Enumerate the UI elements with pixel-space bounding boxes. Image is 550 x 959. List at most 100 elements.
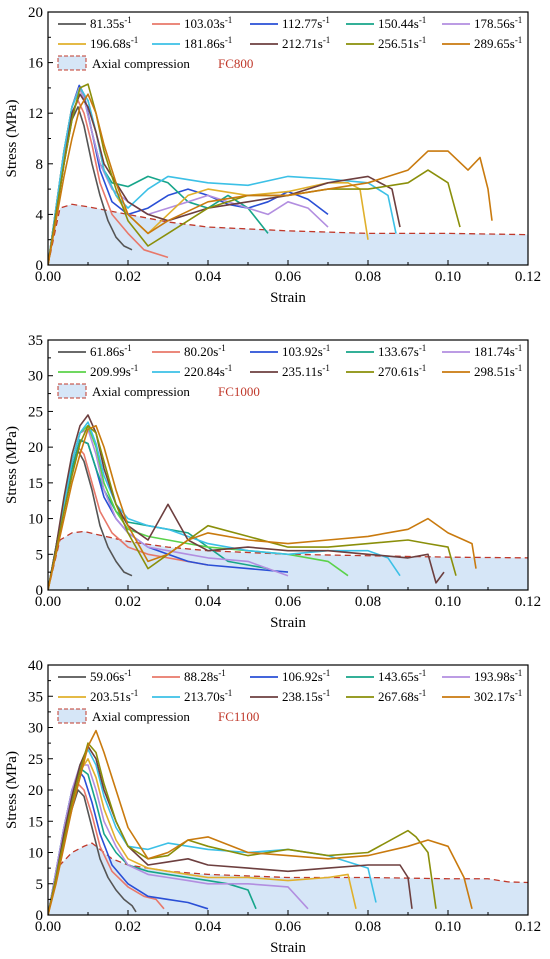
y-tick-label: 5 bbox=[36, 547, 44, 563]
series-line-8 bbox=[48, 745, 413, 915]
legend-unit-exp: -1 bbox=[218, 343, 226, 353]
x-tick-label: 0.02 bbox=[115, 269, 141, 285]
legend-label-5: 193.98s-1 bbox=[474, 668, 522, 684]
axial-compression-area bbox=[48, 531, 528, 590]
legend-label-1: 81.35s-1 bbox=[90, 15, 132, 31]
series-line-9 bbox=[48, 83, 461, 265]
legend-unit-exp: -1 bbox=[419, 343, 427, 353]
x-tick-label: 0.02 bbox=[115, 919, 141, 935]
legend-label-3: 106.92s-1 bbox=[282, 668, 330, 684]
y-axis-label: Stress (MPa) bbox=[4, 426, 20, 504]
y-tick-label: 35 bbox=[28, 333, 43, 349]
legend-label-7: 213.70s-1 bbox=[184, 688, 232, 704]
legend-unit-exp: -1 bbox=[322, 363, 330, 373]
legend-unit-exp: -1 bbox=[419, 15, 427, 25]
legend-rate: 302.17s bbox=[474, 689, 515, 704]
legend-label-10: 289.65s-1 bbox=[474, 35, 522, 51]
y-tick-label: 20 bbox=[28, 783, 43, 799]
legend-rate: 267.68s bbox=[378, 689, 419, 704]
y-tick-label: 4 bbox=[36, 207, 44, 223]
x-tick-label: 0.06 bbox=[275, 269, 302, 285]
axial-compression-line bbox=[48, 530, 528, 590]
legend-label-5: 181.74s-1 bbox=[474, 343, 522, 359]
legend-rate: 235.11s bbox=[282, 364, 322, 379]
legend-unit-exp: -1 bbox=[131, 363, 139, 373]
series-line-5 bbox=[48, 764, 309, 915]
legend-unit-exp: -1 bbox=[515, 363, 523, 373]
legend-label-5: 178.56s-1 bbox=[474, 15, 522, 31]
legend-label-2: 88.28s-1 bbox=[184, 668, 226, 684]
series-line-10 bbox=[48, 729, 473, 915]
x-tick-label: 0.00 bbox=[35, 594, 61, 610]
legend-label-4: 133.67s-1 bbox=[378, 343, 426, 359]
y-tick-label: 25 bbox=[28, 752, 43, 768]
legend-area-label: Axial compression bbox=[92, 56, 190, 71]
x-tick-label: 0.10 bbox=[435, 594, 461, 610]
x-tick-label: 0.10 bbox=[435, 919, 461, 935]
legend-rate: 181.74s bbox=[474, 344, 515, 359]
y-tick-label: 16 bbox=[28, 56, 44, 72]
legend-rate: 59.06s bbox=[90, 669, 124, 684]
legend-rate: 103.92s bbox=[282, 344, 323, 359]
x-tick-label: 0.12 bbox=[515, 594, 541, 610]
chart-panel-2: 0.00 0.02 0.04 0.06 0.08 0.10 0.12 0 5 10 15 20 25 30… bbox=[4, 333, 541, 631]
legend-unit-exp: -1 bbox=[323, 35, 331, 45]
legend-rate: 289.65s bbox=[474, 36, 515, 51]
y-tick-label: 12 bbox=[28, 106, 43, 122]
legend-unit-exp: -1 bbox=[225, 363, 233, 373]
y-tick-label: 0 bbox=[36, 258, 44, 274]
chart-panel-3: 0.00 0.02 0.04 0.06 0.08 0.10 0.12 0 5 10 15 20 25 30… bbox=[4, 658, 541, 956]
legend-rate: 203.51s bbox=[90, 689, 131, 704]
x-tick-label: 0.08 bbox=[355, 269, 381, 285]
legend-label-4: 143.65s-1 bbox=[378, 668, 426, 684]
series-line-8 bbox=[48, 414, 445, 590]
x-tick-label: 0.06 bbox=[275, 594, 302, 610]
specimen-tag: FC800 bbox=[218, 56, 253, 71]
legend-label-3: 103.92s-1 bbox=[282, 343, 330, 359]
x-tick-label: 0.12 bbox=[515, 919, 541, 935]
legend-label-10: 302.17s-1 bbox=[474, 688, 522, 704]
legend-unit-exp: -1 bbox=[323, 343, 331, 353]
legend-unit-exp: -1 bbox=[225, 688, 233, 698]
legend-label-8: 235.11s-1 bbox=[282, 363, 330, 379]
x-tick-label: 0.08 bbox=[355, 594, 381, 610]
y-tick-label: 0 bbox=[36, 908, 44, 924]
legend-rate: 133.67s bbox=[378, 344, 419, 359]
legend-area-label: Axial compression bbox=[92, 384, 190, 399]
y-axis-label: Stress (MPa) bbox=[4, 100, 20, 178]
y-tick-label: 10 bbox=[28, 846, 43, 862]
y-axis-label: Stress (MPa) bbox=[4, 751, 20, 829]
x-axis-label: Strain bbox=[270, 940, 306, 956]
specimen-tag: FC1000 bbox=[218, 384, 260, 399]
legend-rate: 88.28s bbox=[184, 669, 218, 684]
legend-label-1: 61.86s-1 bbox=[90, 343, 132, 359]
y-tick-label: 0 bbox=[36, 583, 44, 599]
legend-rate: 196.68s bbox=[90, 36, 131, 51]
axial-compression-area bbox=[48, 843, 528, 915]
y-tick-label: 40 bbox=[28, 658, 43, 674]
legend-rate: 143.65s bbox=[378, 669, 419, 684]
y-tick-label: 15 bbox=[28, 814, 43, 830]
x-tick-label: 0.00 bbox=[35, 919, 61, 935]
x-tick-label: 0.04 bbox=[195, 594, 222, 610]
series-line-10 bbox=[48, 93, 493, 265]
legend-label-4: 150.44s-1 bbox=[378, 15, 426, 31]
x-tick-label: 0.00 bbox=[35, 269, 61, 285]
y-tick-label: 30 bbox=[28, 721, 43, 737]
legend-unit-exp: -1 bbox=[218, 668, 226, 678]
legend-unit-exp: -1 bbox=[419, 35, 427, 45]
legend-rate: 256.51s bbox=[378, 36, 419, 51]
legend-label-2: 103.03s-1 bbox=[184, 15, 232, 31]
legend-rate: 80.20s bbox=[184, 344, 218, 359]
legend-label-9: 270.61s-1 bbox=[378, 363, 426, 379]
legend-unit-exp: -1 bbox=[124, 343, 132, 353]
legend-rate: 181.86s bbox=[184, 36, 225, 51]
legend-unit-exp: -1 bbox=[131, 688, 139, 698]
y-tick-label: 20 bbox=[28, 5, 43, 21]
legend-label-6: 196.68s-1 bbox=[90, 35, 138, 51]
legend-label-8: 212.71s-1 bbox=[282, 35, 330, 51]
chart-panel-1: 0.00 0.02 0.04 0.06 0.08 0.10 0.12 0 4 8 12 16 20 Str… bbox=[4, 5, 541, 306]
legend-rate: 238.15s bbox=[282, 689, 323, 704]
y-tick-label: 25 bbox=[28, 404, 43, 420]
